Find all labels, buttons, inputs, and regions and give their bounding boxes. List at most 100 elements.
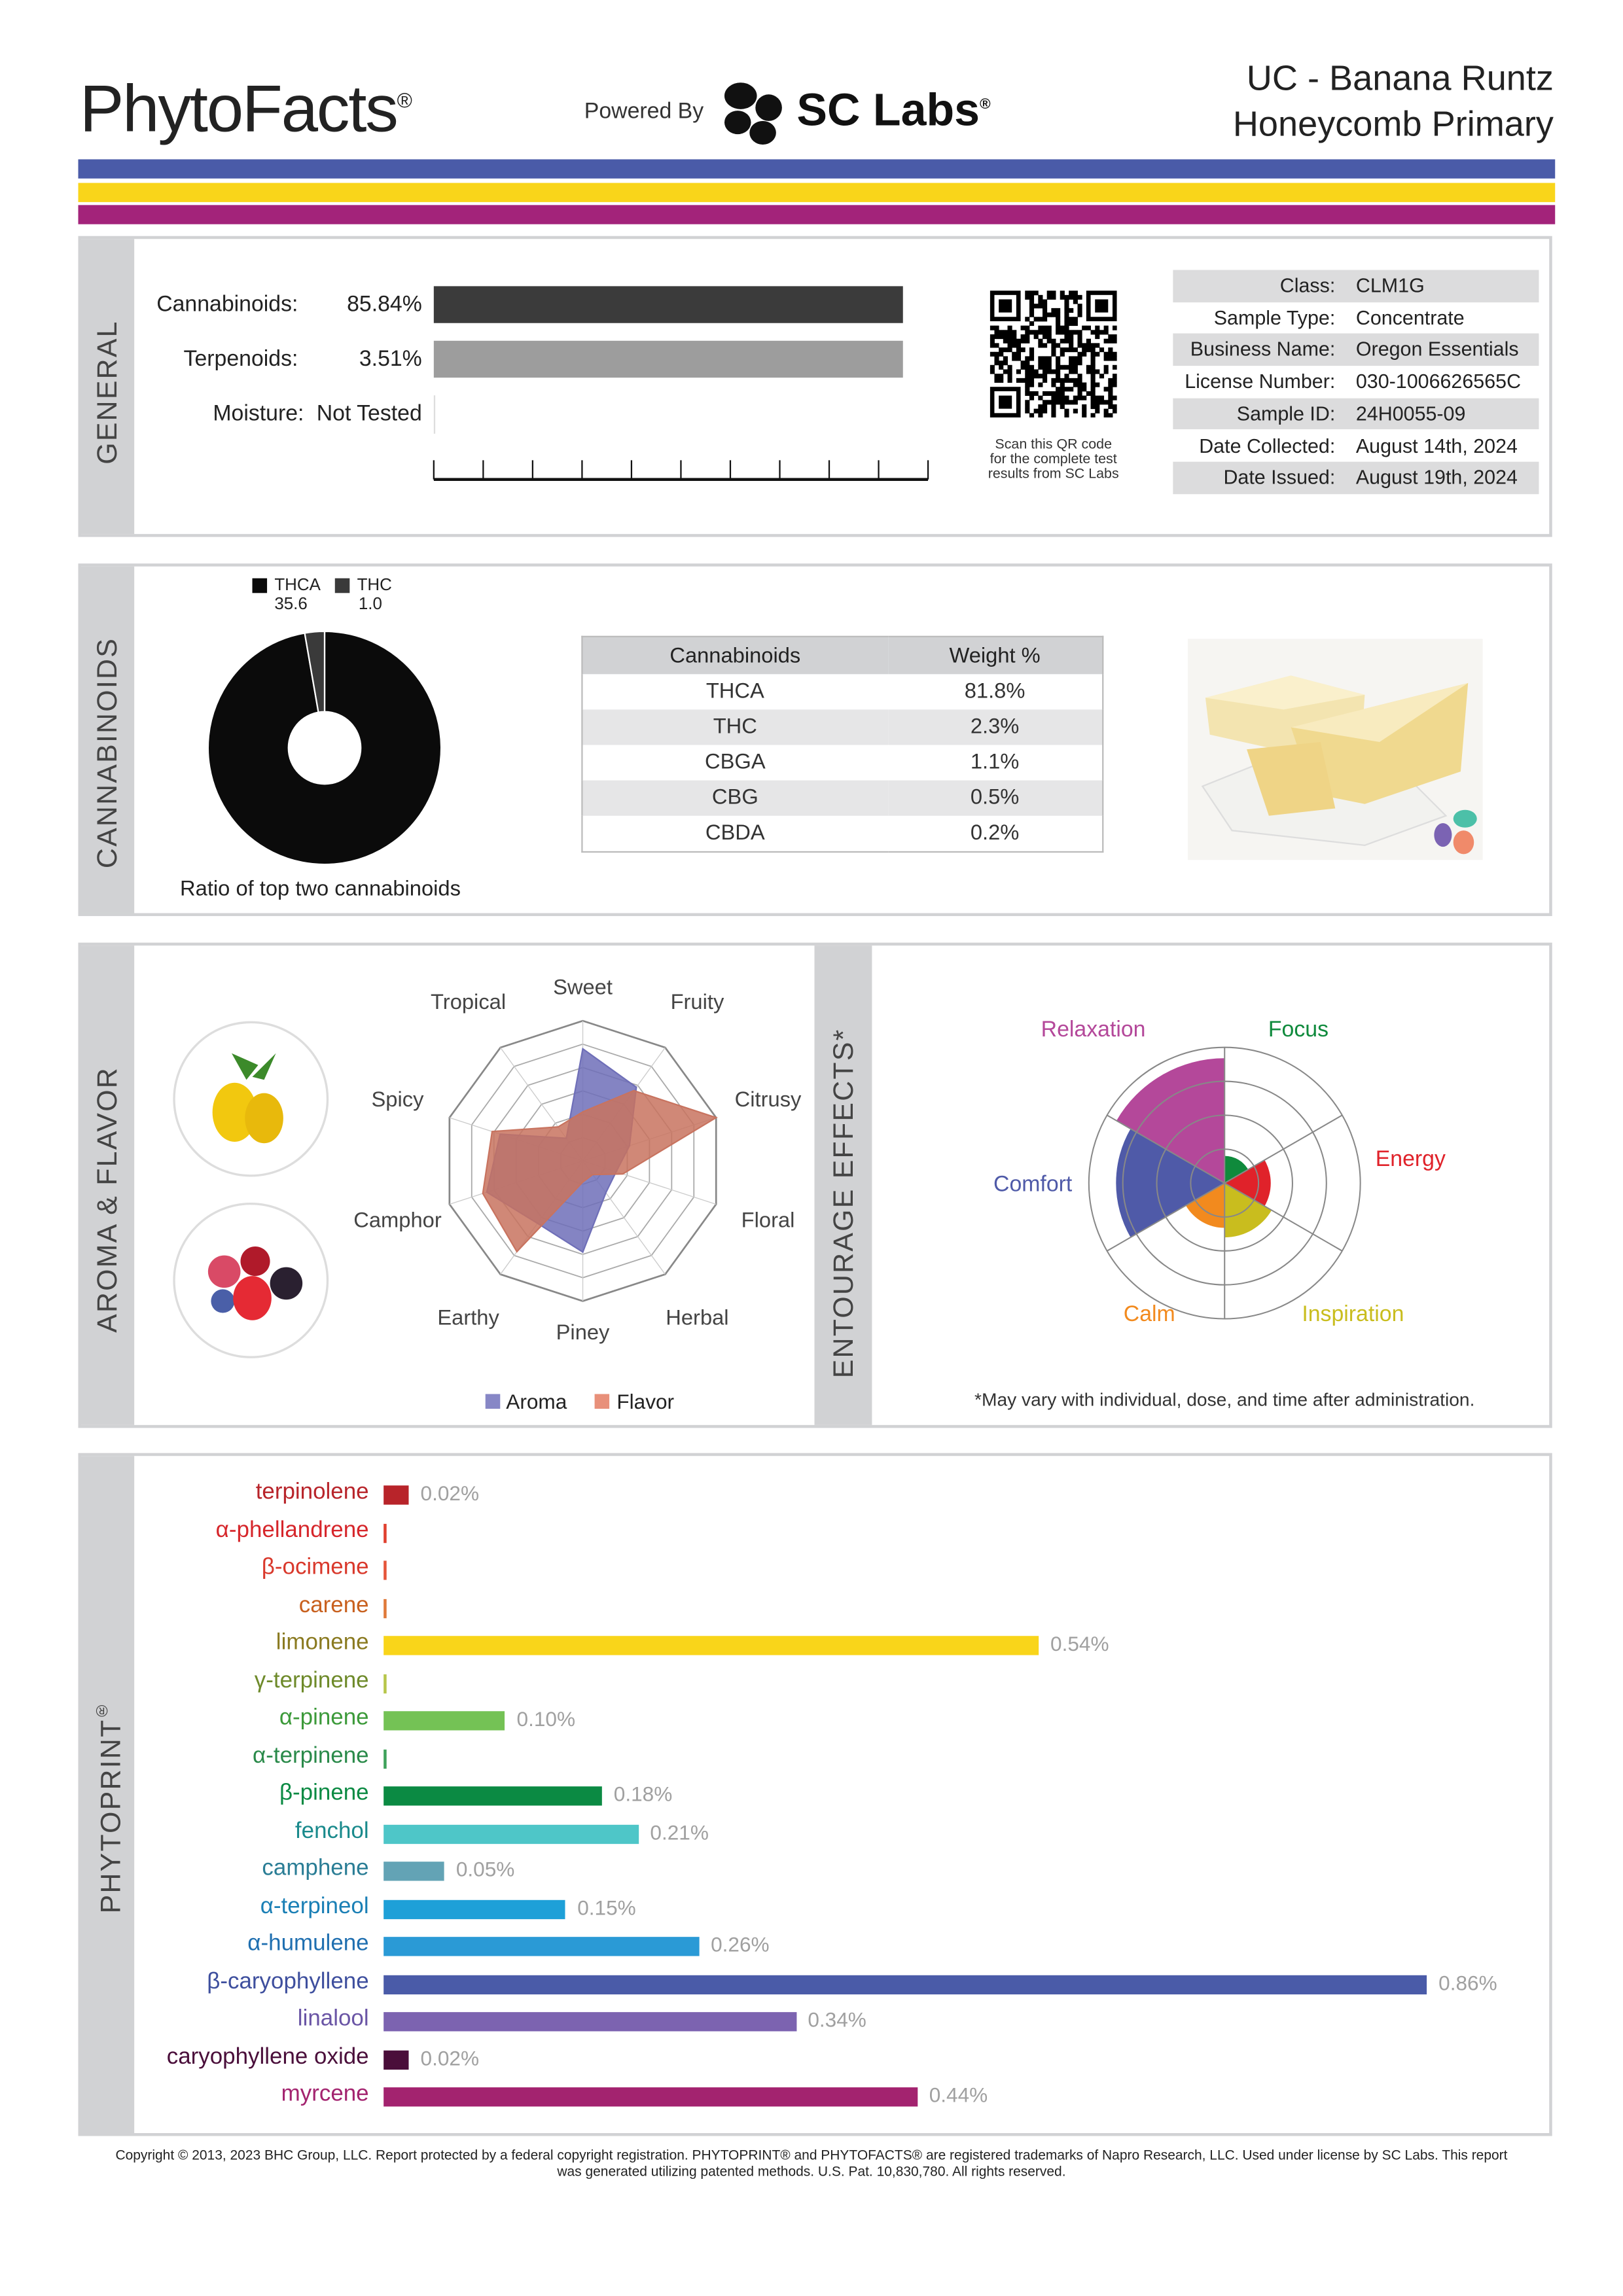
aroma-flavor-radar-chart [448, 1019, 718, 1302]
terpene-name: terpinolene [255, 1479, 369, 1505]
legend-swatch-aroma [485, 1394, 501, 1409]
info-label: Sample ID: [1236, 402, 1336, 425]
cell: 0.5% [887, 780, 1103, 816]
info-row-sample-id: Sample ID: 24H0055-09 [1173, 398, 1539, 431]
cell: THC [582, 709, 888, 745]
entourage-asterisk: * [829, 1028, 861, 1041]
terpene-name: α-terpinene [253, 1742, 369, 1769]
berries-icon [173, 1202, 329, 1358]
cell: 2.3% [887, 709, 1103, 745]
phytoprint-section-label: PHYTOPRINT® [93, 1699, 129, 1913]
terpene-bar [383, 1974, 1427, 1994]
radar-axis-label: Herbal [666, 1306, 729, 1331]
info-label: Sample Type: [1213, 306, 1336, 329]
phytoprint-reg: ® [93, 1699, 111, 1719]
terpene-bar [383, 1523, 386, 1543]
legend-name: THCA [274, 576, 321, 595]
table-row: CBGA 1.1% [582, 745, 1103, 781]
product-name: UC - Banana Runtz [1246, 59, 1554, 99]
terpene-bar [383, 1711, 505, 1731]
legend-swatch-flavor [594, 1394, 610, 1409]
aroma-sidebar [80, 945, 135, 1425]
cell: CBG [582, 780, 888, 816]
info-value: 24H0055-09 [1355, 402, 1466, 425]
effect-wedge-comfort [1116, 1129, 1225, 1238]
radar-axis-label: Fruity [670, 991, 724, 1016]
table-row: CBDA 0.2% [582, 816, 1103, 852]
terpene-bar [383, 1824, 639, 1843]
product-subtitle: Honeycomb Primary [1232, 105, 1554, 145]
logo-reg: ® [397, 88, 412, 113]
cannabinoids-section-label: CANNABINOIDS [93, 637, 124, 869]
legend-value: 35.6 [274, 595, 308, 614]
phytoprint-section: PHYTOPRINT® [78, 1453, 1552, 2136]
terpene-value: 0.15% [577, 1894, 636, 1918]
terpene-name: α-pinene [279, 1705, 369, 1731]
info-value: August 14th, 2024 [1355, 434, 1518, 457]
footer-line: was generated utilizing patented methods… [557, 2163, 1066, 2178]
qr-code[interactable] [990, 291, 1117, 418]
info-row-license-number: License Number: 030-1006626565C [1173, 366, 1539, 398]
terpene-name: α-phellandrene [215, 1517, 369, 1543]
logo-text: PhytoFacts [79, 71, 399, 147]
legend-flavor: Flavor [616, 1389, 675, 1413]
polar-spoke [1107, 1114, 1225, 1184]
terpene-name: γ-terpinene [254, 1667, 369, 1693]
terpene-name: α-terpineol [260, 1893, 369, 1918]
entourage-label-text: ENTOURAGE EFFECTS [829, 1040, 861, 1379]
column-header: Weight % [887, 636, 1103, 675]
effect-wedge-focus [1224, 1156, 1249, 1184]
terpenoids-bar [433, 340, 903, 378]
qr-caption-line: results from SC Labs [988, 466, 1119, 483]
terpenoids-label: Terpenoids: [183, 346, 298, 372]
stripe-yellow [78, 183, 1556, 202]
info-label: Date Collected: [1199, 434, 1336, 457]
cell: THCA [705, 680, 764, 704]
qr-caption-line: Scan this QR code [995, 436, 1113, 453]
info-value: 030-1006626565C [1355, 370, 1522, 393]
phytoprint-sidebar [80, 1456, 135, 2134]
terpene-bar [383, 1636, 1039, 1655]
legend-swatch [334, 578, 350, 593]
terpene-bar [383, 1786, 602, 1806]
info-row-class: Class: CLM1G [1173, 270, 1539, 302]
radar-axis-label: Citrusy [734, 1089, 802, 1113]
terpenoids-value: 3.51% [359, 346, 422, 372]
table-row: THC 2.3% [582, 709, 1103, 745]
effect-label-relaxation: Relaxation [1041, 1017, 1146, 1042]
general-section-label: GENERAL [93, 320, 124, 465]
lab-reg: ® [980, 97, 991, 113]
terpene-name: myrcene [281, 2081, 369, 2107]
terpene-bar [383, 1899, 566, 1918]
aroma-section-label: AROMA & FLAVOR [93, 1067, 124, 1333]
info-value: August 19th, 2024 [1355, 466, 1518, 489]
effect-wedge-inspiration [1224, 1183, 1272, 1238]
general-sidebar [80, 239, 135, 535]
effect-label-focus: Focus [1268, 1017, 1329, 1042]
cell: CBDA [705, 821, 765, 845]
terpene-value: 0.02% [420, 1481, 480, 1505]
polar-spoke [1224, 1114, 1343, 1184]
terpene-value: 0.21% [650, 1819, 709, 1843]
polar-spoke [1107, 1182, 1225, 1252]
entourage-section-label: ENTOURAGE EFFECTS* [829, 1028, 862, 1378]
terpene-value: 0.02% [420, 2045, 480, 2069]
terpene-name: carene [298, 1592, 369, 1618]
radar-axis-label: Piney [556, 1322, 610, 1346]
effect-label-energy: Energy [1375, 1146, 1446, 1173]
terpene-bar [383, 2012, 796, 2032]
terpene-name: limonene [276, 1630, 369, 1655]
legend-swatch [252, 578, 268, 593]
column-header: Cannabinoids [582, 636, 888, 675]
effect-label-comfort: Comfort [993, 1172, 1073, 1197]
terpene-bar [383, 2087, 918, 2107]
cannabinoids-table: Cannabinoids Weight % THCA 81.8% THC 2.3% C… [581, 635, 1104, 853]
cannabinoids-bar [433, 286, 903, 323]
terpene-value: 0.10% [516, 1706, 576, 1731]
effect-label-calm: Calm [1123, 1301, 1175, 1327]
radar-axis-label: Floral [741, 1209, 795, 1233]
cannabinoid-ratio-donut [207, 630, 442, 866]
info-label: Date Issued: [1223, 466, 1336, 489]
terpene-name: β-pinene [279, 1780, 369, 1806]
